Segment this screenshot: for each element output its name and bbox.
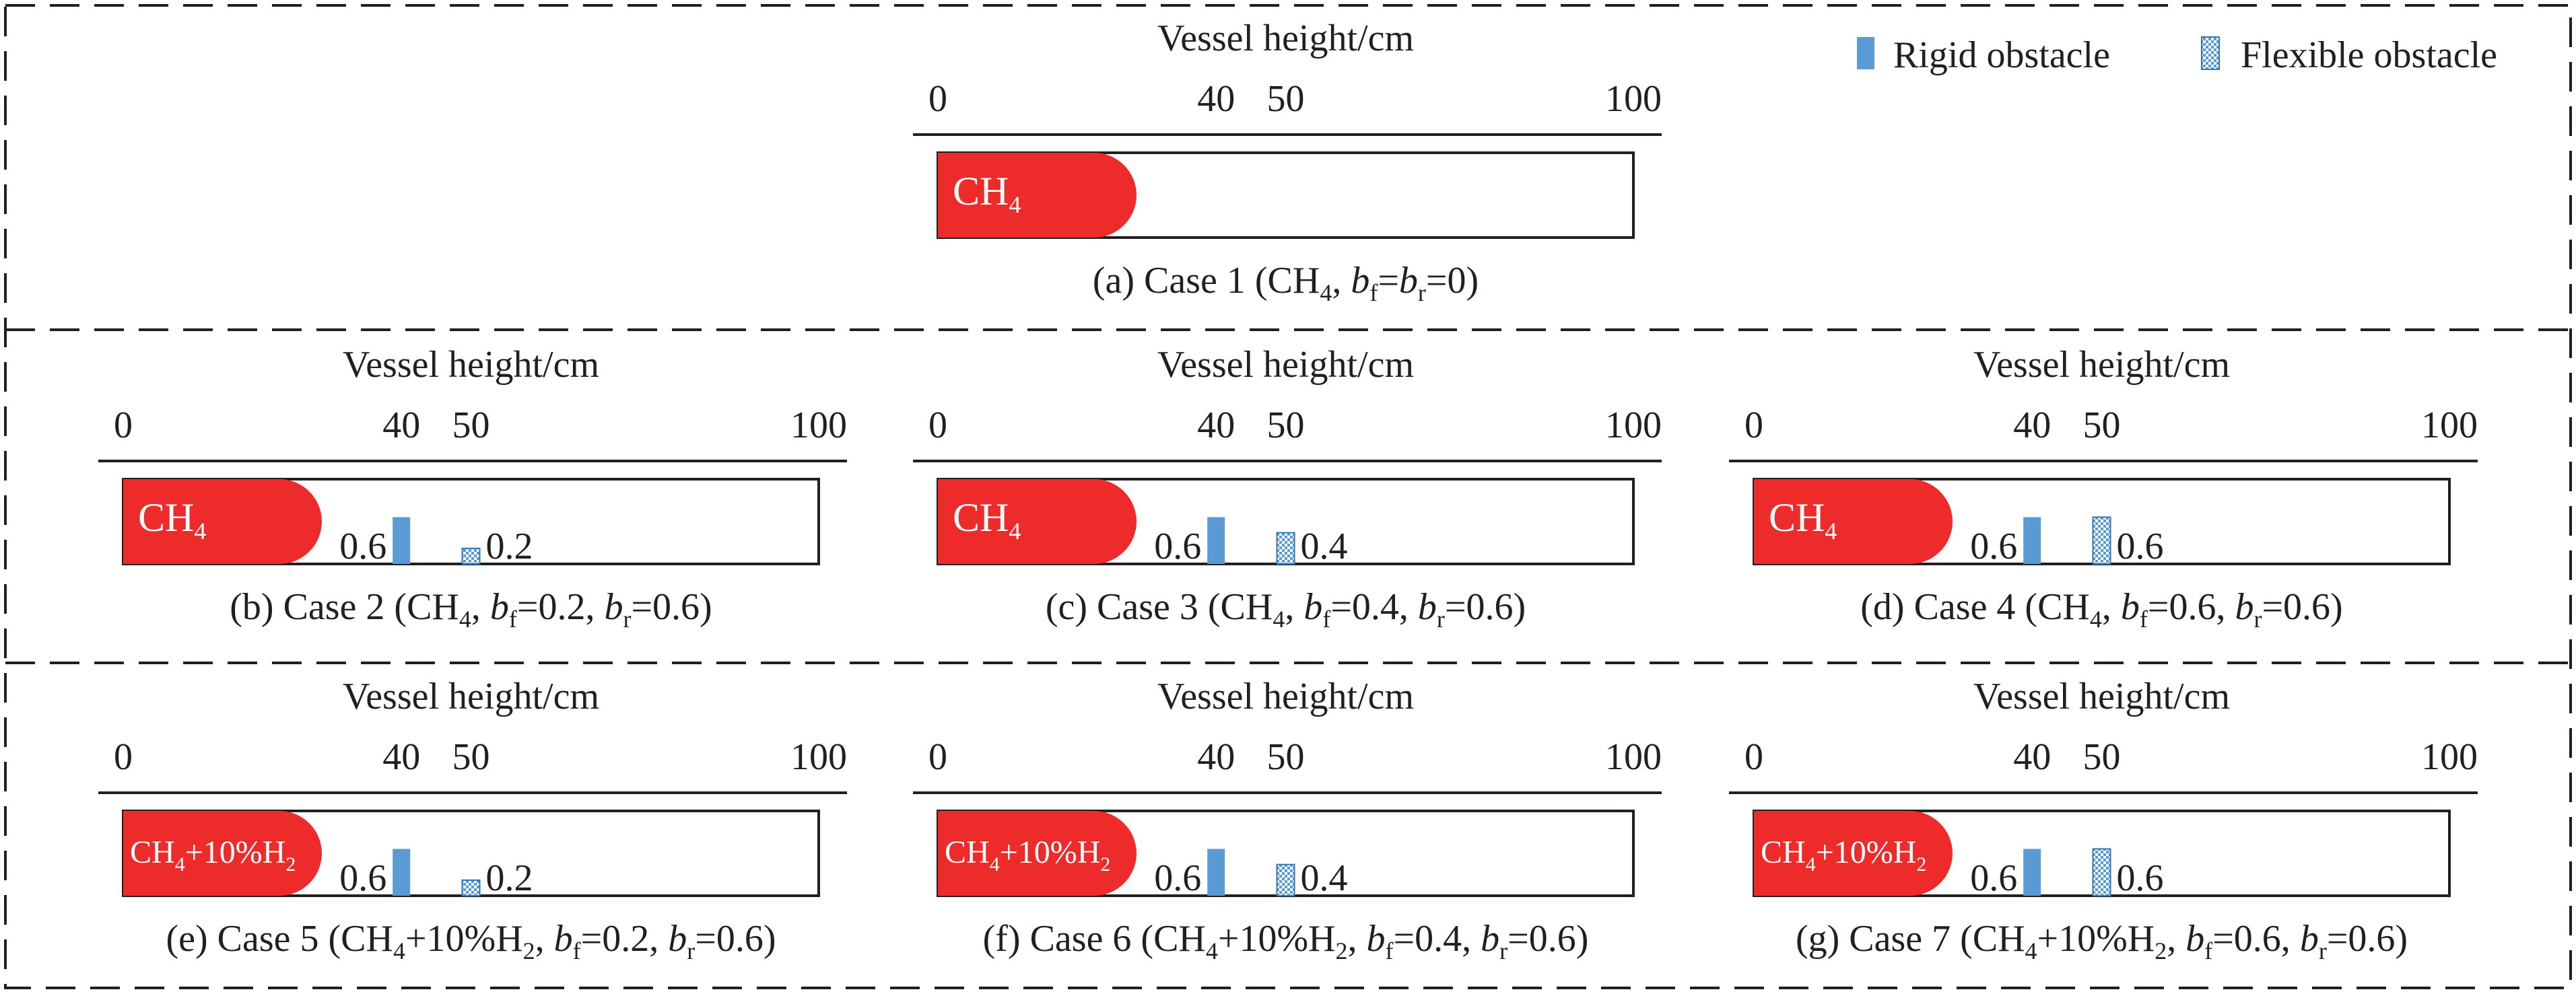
legend-label-flexible: Flexible obstacle xyxy=(2241,34,2497,76)
tick-label-50: 50 xyxy=(1267,736,1305,778)
panel-b: Vessel height/cm 0 40 50 100 CH4 0.6 0.2 (b) Cas… xyxy=(98,344,847,633)
tick-label-50: 50 xyxy=(2083,736,2121,778)
fuel-label: CH4 xyxy=(138,495,206,544)
panel-caption: (d) Case 4 (CH4, bf=0.6, br=0.6) xyxy=(1860,586,2342,633)
rigid-obstacle xyxy=(393,517,411,564)
panel-caption: (c) Case 3 (CH4, bf=0.4, br=0.6) xyxy=(1046,586,1526,633)
rigid-blockage-label: 0.6 xyxy=(339,857,386,899)
axis-title: Vessel height/cm xyxy=(343,676,599,717)
panel-caption: (f) Case 6 (CH4+10%H2, bf=0.4, br=0.6) xyxy=(983,918,1589,964)
fuel-label: CH4 xyxy=(953,495,1021,544)
flame-front xyxy=(123,479,322,564)
panel-e: Vessel height/cm 0 40 50 100 CH4+10%H2 0.6 0.2 (… xyxy=(98,676,847,964)
axis-title: Vessel height/cm xyxy=(343,344,599,386)
panel-caption: (a) Case 1 (CH4, bf=br=0) xyxy=(1093,260,1479,306)
flexible-blockage-label: 0.4 xyxy=(1301,857,1348,899)
panels: Vessel height/cm 0 40 50 100 CH4 (a) Case 1 (C… xyxy=(98,17,2478,964)
tick-label-40: 40 xyxy=(1197,736,1235,778)
fuel-label: CH4 xyxy=(953,169,1021,218)
fuel-label: CH4 xyxy=(1769,495,1837,544)
rigid-obstacle-icon xyxy=(1857,37,1874,69)
legend-label-rigid: Rigid obstacle xyxy=(1893,34,2110,76)
rigid-blockage-label: 0.6 xyxy=(1154,526,1201,567)
flame-front xyxy=(938,479,1137,564)
fuel-label: CH4+10%H2 xyxy=(130,834,296,876)
panel-frame xyxy=(4,4,2572,989)
flexible-obstacle xyxy=(2092,516,2111,565)
panel-c: Vessel height/cm 0 40 50 100 CH4 0.6 0.4 (c) Cas… xyxy=(913,344,1662,633)
tick-label-50: 50 xyxy=(1267,78,1305,120)
tick-label-0: 0 xyxy=(114,404,133,446)
panel-caption: (e) Case 5 (CH4+10%H2, bf=0.2, br=0.6) xyxy=(166,918,776,964)
tick-label-0: 0 xyxy=(928,78,947,120)
rigid-obstacle xyxy=(1207,517,1225,564)
rigid-obstacle xyxy=(2023,517,2041,564)
flexible-blockage-label: 0.2 xyxy=(486,857,533,899)
flexible-blockage-label: 0.6 xyxy=(2117,526,2164,567)
tick-label-50: 50 xyxy=(452,736,490,778)
tick-label-40: 40 xyxy=(382,404,420,446)
tick-label-50: 50 xyxy=(452,404,490,446)
legend: Rigid obstacle Flexible obstacle xyxy=(1857,34,2497,76)
tick-label-0: 0 xyxy=(1744,404,1763,446)
rigid-obstacle xyxy=(393,849,411,896)
flame-front xyxy=(1754,479,1953,564)
panel-d: Vessel height/cm 0 40 50 100 CH4 0.6 0.6 (d) Cas… xyxy=(1729,344,2478,633)
flexible-obstacle xyxy=(1276,532,1295,565)
tick-label-40: 40 xyxy=(1197,404,1235,446)
tick-label-100: 100 xyxy=(1605,78,1662,120)
tick-label-50: 50 xyxy=(2083,404,2121,446)
tick-label-40: 40 xyxy=(2013,404,2051,446)
axis-title: Vessel height/cm xyxy=(1157,17,1414,59)
axis-title: Vessel height/cm xyxy=(1973,344,2230,386)
rigid-blockage-label: 0.6 xyxy=(1970,857,2017,899)
tick-label-0: 0 xyxy=(928,736,947,778)
tick-label-100: 100 xyxy=(2421,404,2478,446)
flexible-blockage-label: 0.4 xyxy=(1301,526,1348,567)
tick-label-0: 0 xyxy=(928,404,947,446)
flame-front xyxy=(123,811,322,896)
tick-label-100: 100 xyxy=(1605,404,1662,446)
panel-g: Vessel height/cm 0 40 50 100 CH4+10%H2 0.6 0.6 (… xyxy=(1729,676,2478,964)
rigid-obstacle xyxy=(1207,849,1225,896)
tick-label-0: 0 xyxy=(1744,736,1763,778)
tick-label-100: 100 xyxy=(790,736,847,778)
flexible-blockage-label: 0.6 xyxy=(2117,857,2164,899)
flexible-blockage-label: 0.2 xyxy=(486,526,533,567)
rigid-blockage-label: 0.6 xyxy=(1154,857,1201,899)
fuel-label: CH4+10%H2 xyxy=(945,834,1110,876)
flame-front xyxy=(938,811,1137,896)
panel-a: Vessel height/cm 0 40 50 100 CH4 (a) Case 1 (C… xyxy=(913,17,1662,306)
tick-label-40: 40 xyxy=(382,736,420,778)
fuel-label: CH4+10%H2 xyxy=(1761,834,1926,876)
flexible-obstacle xyxy=(461,547,481,565)
panel-caption: (g) Case 7 (CH4+10%H2, bf=0.6, br=0.6) xyxy=(1796,918,2408,964)
flame-front xyxy=(1754,811,1953,896)
flexible-obstacle-icon xyxy=(2201,36,2220,70)
flexible-obstacle xyxy=(1276,863,1295,896)
rigid-blockage-label: 0.6 xyxy=(1970,526,2017,567)
tick-label-0: 0 xyxy=(114,736,133,778)
tick-label-40: 40 xyxy=(2013,736,2051,778)
axis-title: Vessel height/cm xyxy=(1973,676,2230,717)
rigid-obstacle xyxy=(2023,849,2041,896)
tick-label-100: 100 xyxy=(2421,736,2478,778)
flame-front xyxy=(938,153,1137,238)
rigid-blockage-label: 0.6 xyxy=(339,526,386,567)
flexible-obstacle xyxy=(2092,848,2111,896)
tick-label-40: 40 xyxy=(1197,78,1235,120)
axis-title: Vessel height/cm xyxy=(1157,344,1414,386)
axis-title: Vessel height/cm xyxy=(1157,676,1414,717)
flexible-obstacle xyxy=(461,879,481,897)
tick-label-50: 50 xyxy=(1267,404,1305,446)
tick-label-100: 100 xyxy=(790,404,847,446)
panel-caption: (b) Case 2 (CH4, bf=0.2, br=0.6) xyxy=(230,586,712,633)
tick-label-100: 100 xyxy=(1605,736,1662,778)
panel-f: Vessel height/cm 0 40 50 100 CH4+10%H2 0.6 0.4 (… xyxy=(913,676,1662,964)
